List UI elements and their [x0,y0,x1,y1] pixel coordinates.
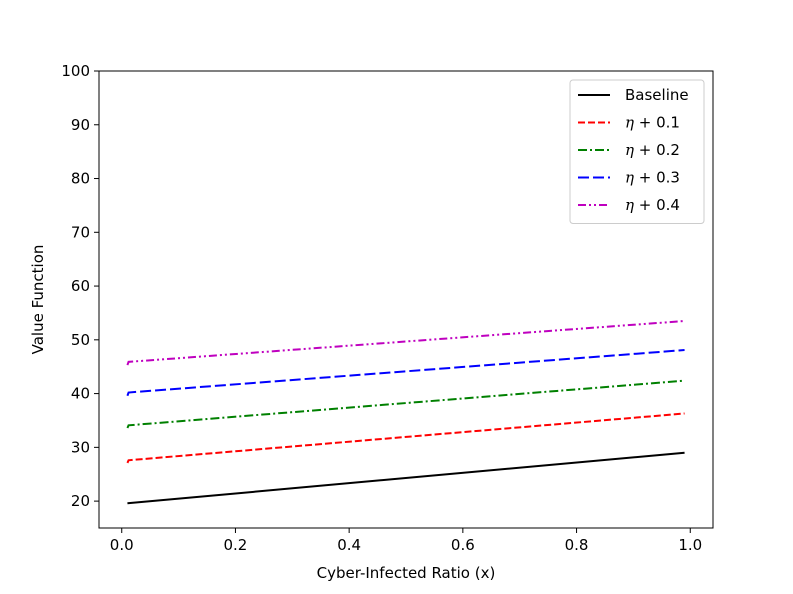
x-tick-label: 0.0 [110,536,134,554]
y-tick-label: 60 [71,277,90,295]
x-tick-label: 0.6 [451,536,475,554]
series-line-2 [126,412,685,464]
legend-label-1: Baseline [625,86,689,104]
legend: Baseline η + 0.1 η + 0.2 η + 0.3 η + 0.4 [569,79,705,224]
y-tick-label: 30 [71,438,90,456]
x-tick-label: 1.0 [678,536,702,554]
y-tick-label: 20 [71,492,90,510]
x-axis-ticks: 0.0 0.2 0.4 0.6 0.8 1.0 [110,528,702,554]
legend-label-3: η + 0.2 [625,141,680,159]
series-line-1 [127,451,685,505]
y-tick-label: 70 [71,223,90,241]
x-tick-label: 0.8 [565,536,589,554]
y-tick-label: 40 [71,385,90,403]
plot-frame [98,70,714,529]
y-tick-label: 80 [71,170,90,188]
legend-box [569,79,705,224]
y-axis-ticks: 20 30 40 50 60 70 80 90 100 [61,62,99,510]
series-layer [126,320,685,505]
y-axis-label: Value Function [29,245,47,355]
series-line-5 [126,320,685,366]
x-tick-label: 0.2 [224,536,248,554]
x-tick-label: 0.4 [337,536,361,554]
x-axis-label: Cyber-Infected Ratio (x) [317,564,496,582]
series-line-3 [126,379,685,429]
y-tick-label: 100 [61,62,90,80]
y-tick-label: 50 [71,331,90,349]
legend-label-4: η + 0.3 [625,169,680,187]
y-tick-label: 90 [71,116,90,134]
series-line-4 [126,349,685,397]
legend-label-5: η + 0.4 [625,196,680,214]
legend-label-2: η + 0.1 [625,114,680,132]
